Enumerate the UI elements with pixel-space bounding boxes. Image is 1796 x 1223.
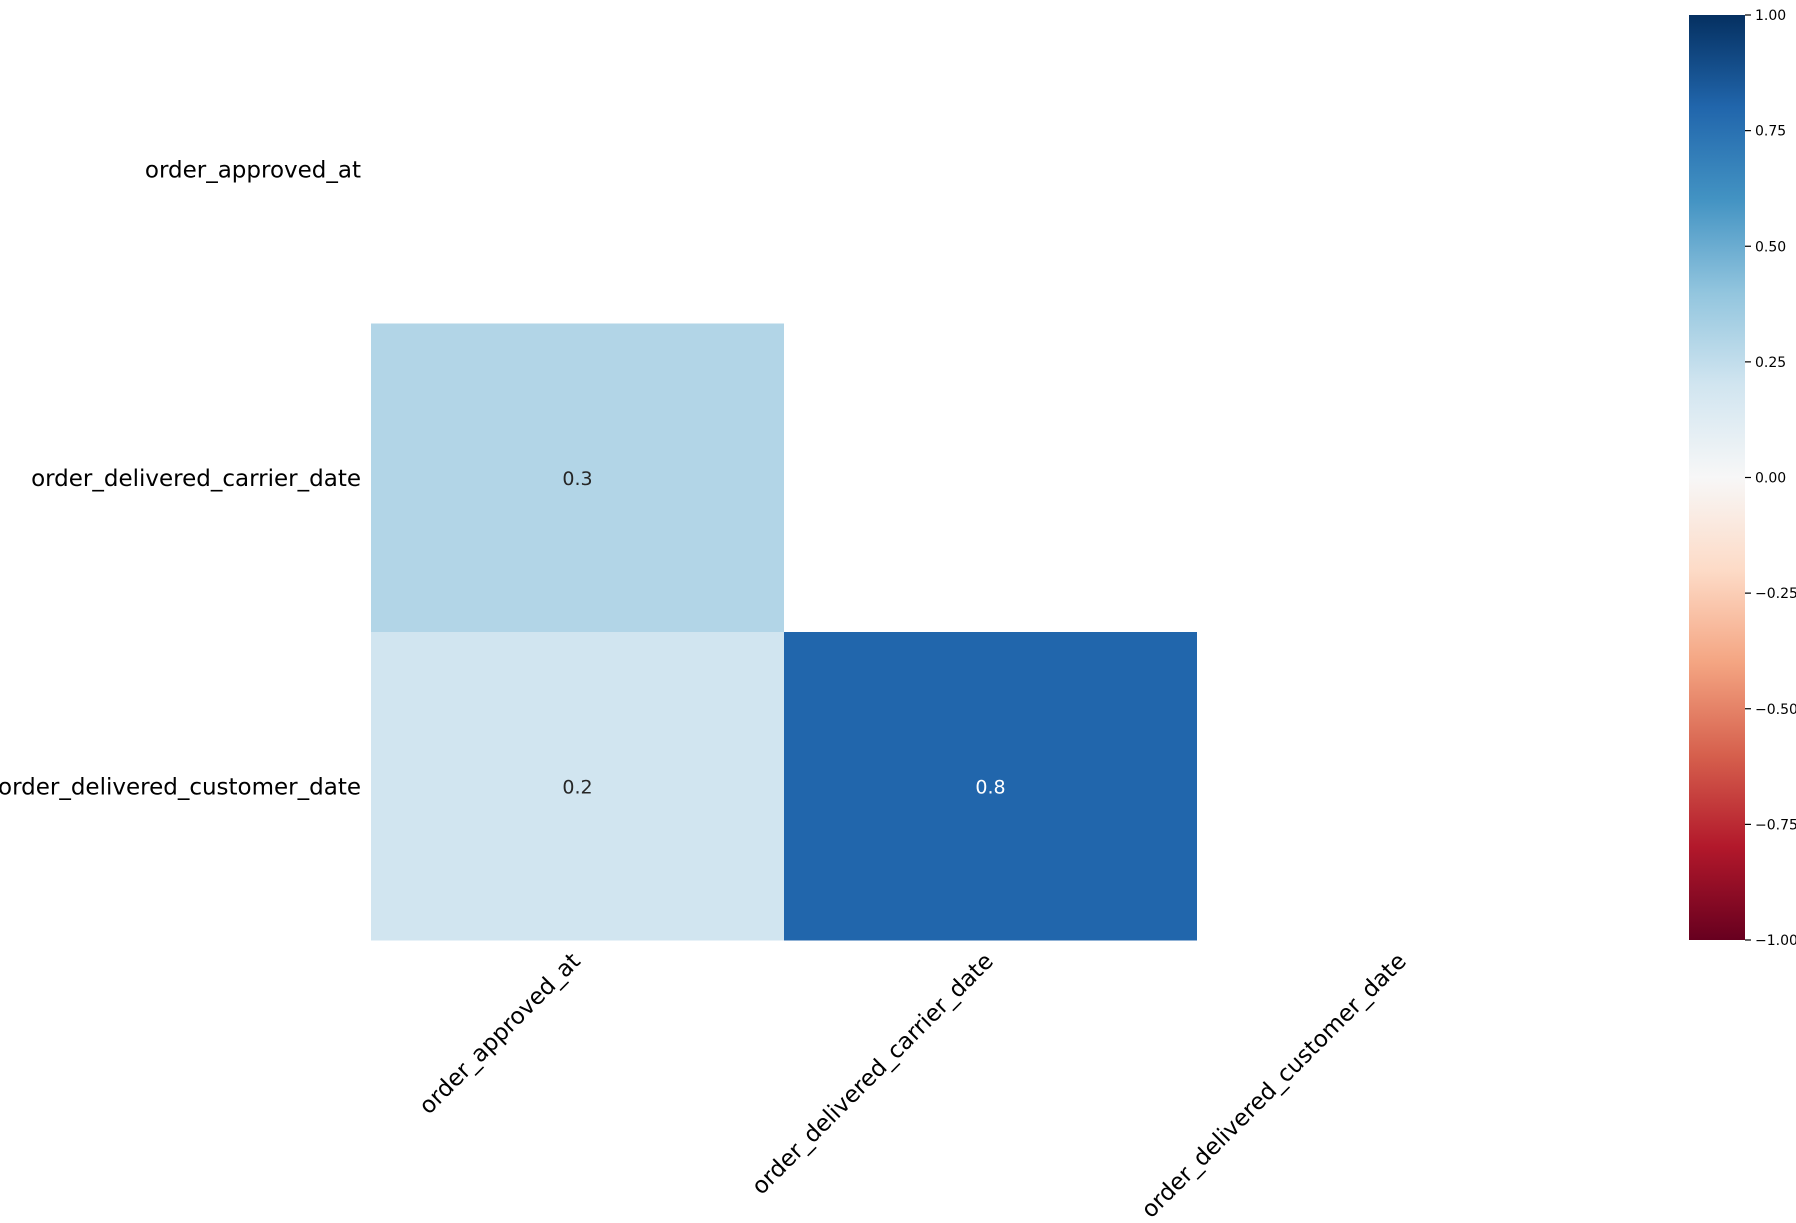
cell-value-label: 0.8 bbox=[975, 776, 1005, 798]
colorbar-tick-label: 0.25 bbox=[1755, 355, 1786, 371]
colorbar-tick-label: 0.00 bbox=[1755, 471, 1786, 487]
cell-value-label: 0.3 bbox=[562, 468, 592, 490]
row-labels: order_approved_at order_delivered_carrier… bbox=[0, 157, 361, 800]
row-label: order_approved_at bbox=[145, 157, 361, 183]
colorbar-tick-label: 0.75 bbox=[1755, 124, 1786, 140]
colorbar-tick-label: 1.00 bbox=[1755, 8, 1786, 24]
colorbar-tick-label: −0.75 bbox=[1755, 817, 1796, 833]
heatmap-cells: 0.3 0.2 0.8 bbox=[371, 323, 1197, 941]
row-label: order_delivered_carrier_date bbox=[31, 466, 361, 492]
colorbar-gradient bbox=[1689, 15, 1745, 940]
colorbar-tick-label: −1.00 bbox=[1755, 933, 1796, 949]
column-label: order_delivered_customer_date bbox=[1137, 948, 1412, 1223]
cell-value-label: 0.2 bbox=[562, 776, 592, 798]
column-label: order_delivered_carrier_date bbox=[747, 948, 999, 1200]
heatmap-cell bbox=[371, 323, 784, 632]
column-label: order_approved_at bbox=[415, 948, 586, 1119]
colorbar-tick-label: −0.50 bbox=[1755, 702, 1796, 718]
column-labels: order_approved_at order_delivered_carrier… bbox=[415, 948, 1412, 1223]
heatmap-cell bbox=[784, 632, 1197, 941]
colorbar-tick-label: 0.50 bbox=[1755, 239, 1786, 255]
colorbar-tick-label: −0.25 bbox=[1755, 586, 1796, 602]
heatmap-cell bbox=[371, 632, 784, 941]
row-label: order_delivered_customer_date bbox=[0, 774, 361, 800]
colorbar: 1.00 0.75 0.50 0.25 0.00 −0.25 −0.50 −0.75 −1.00 bbox=[1689, 8, 1796, 949]
